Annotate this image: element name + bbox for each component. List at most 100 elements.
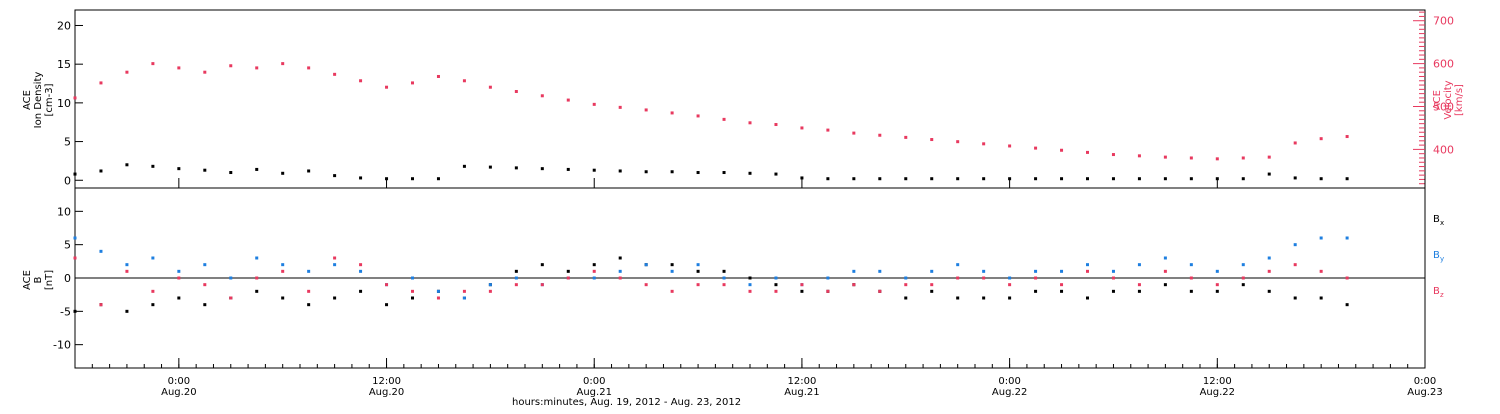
top-left-tick-label: 10 [57, 97, 71, 110]
data-point [436, 177, 440, 181]
x-tick-label-time: 12:00 [788, 376, 817, 387]
data-point [800, 126, 804, 130]
data-point [1060, 283, 1064, 287]
data-point [1319, 236, 1323, 240]
data-point [1267, 289, 1271, 293]
data-point [1086, 150, 1089, 154]
data-point [125, 269, 129, 273]
bottom-left-tick-label: -10 [53, 339, 71, 352]
top-right-axis-label: Velocity [1443, 80, 1454, 119]
data-point [1345, 276, 1349, 280]
data-point [1267, 256, 1271, 260]
data-point [1008, 283, 1012, 287]
data-point [462, 79, 466, 83]
x-tick-label-date: Aug.21 [784, 387, 819, 398]
data-point [696, 269, 700, 273]
bottom-left-tick-label: 0 [64, 272, 71, 285]
data-point [1137, 283, 1141, 287]
data-point [1008, 296, 1012, 300]
data-point [592, 276, 596, 280]
data-point [1215, 289, 1219, 293]
data-point [488, 165, 492, 169]
data-point [774, 283, 778, 287]
data-point [930, 177, 934, 181]
data-point [359, 79, 363, 83]
data-point [359, 176, 363, 180]
data-point [618, 169, 622, 173]
data-point [982, 177, 986, 181]
data-point [774, 172, 778, 176]
x-tick-label-date: Aug.22 [992, 387, 1027, 398]
data-point [1345, 236, 1349, 240]
data-point [1163, 283, 1167, 287]
data-point [956, 177, 960, 181]
data-point [1137, 177, 1141, 181]
data-point [307, 169, 311, 173]
data-point [670, 170, 674, 174]
data-point [904, 177, 908, 181]
data-point [514, 166, 518, 170]
top-panel-points [73, 62, 1349, 181]
data-point [359, 263, 363, 267]
x-tick-label-date: Aug.22 [1200, 387, 1235, 398]
data-point [930, 289, 934, 293]
data-point [748, 283, 752, 287]
data-point [566, 276, 570, 280]
data-point [73, 172, 77, 176]
data-point [385, 303, 389, 307]
data-point [904, 135, 908, 139]
data-point [436, 296, 440, 300]
data-point [1060, 148, 1064, 152]
top-panel-frame [74, 9, 1426, 189]
data-point [1163, 155, 1167, 159]
legend-label: B [1433, 250, 1440, 261]
top-left-axis-label: Ion Density [33, 72, 44, 129]
data-point [1189, 289, 1193, 293]
data-point [1241, 283, 1245, 287]
data-point [1215, 269, 1219, 273]
data-point [151, 256, 155, 260]
top-right-tick-label: 700 [1433, 15, 1454, 28]
data-point [592, 102, 596, 106]
data-point [930, 283, 934, 287]
data-point [644, 108, 648, 112]
bottom-left-tick-label: 5 [64, 239, 71, 252]
data-point [904, 283, 908, 287]
data-point [670, 111, 674, 115]
data-point [540, 263, 544, 267]
data-point [982, 142, 986, 146]
data-point [177, 167, 181, 171]
bottom-left-axis-label: ACE [22, 270, 33, 290]
x-tick-label-date: Aug.23 [1407, 387, 1442, 398]
data-point [73, 256, 77, 260]
data-point [1293, 263, 1297, 267]
data-point [99, 303, 103, 307]
data-point [722, 269, 726, 273]
data-point [592, 168, 596, 172]
data-point [281, 263, 285, 267]
data-point [696, 263, 700, 267]
data-point [281, 171, 285, 175]
data-point [800, 283, 804, 287]
top-left-axis-label: [cm-3] [44, 83, 55, 116]
data-point [1111, 177, 1115, 181]
x-tick-label-time: 12:00 [372, 376, 401, 387]
data-point [1345, 303, 1349, 307]
data-point [826, 177, 830, 181]
data-point [1319, 296, 1323, 300]
data-point [125, 70, 129, 74]
data-point [229, 276, 233, 280]
data-point [722, 117, 726, 121]
data-point [281, 296, 285, 300]
data-point [255, 276, 259, 280]
data-point [411, 289, 414, 293]
data-point [1267, 172, 1271, 176]
data-point [1111, 289, 1115, 293]
data-point [1241, 177, 1245, 181]
data-point [385, 283, 389, 287]
data-point [177, 66, 181, 70]
data-point [436, 289, 440, 293]
data-point [644, 263, 648, 267]
